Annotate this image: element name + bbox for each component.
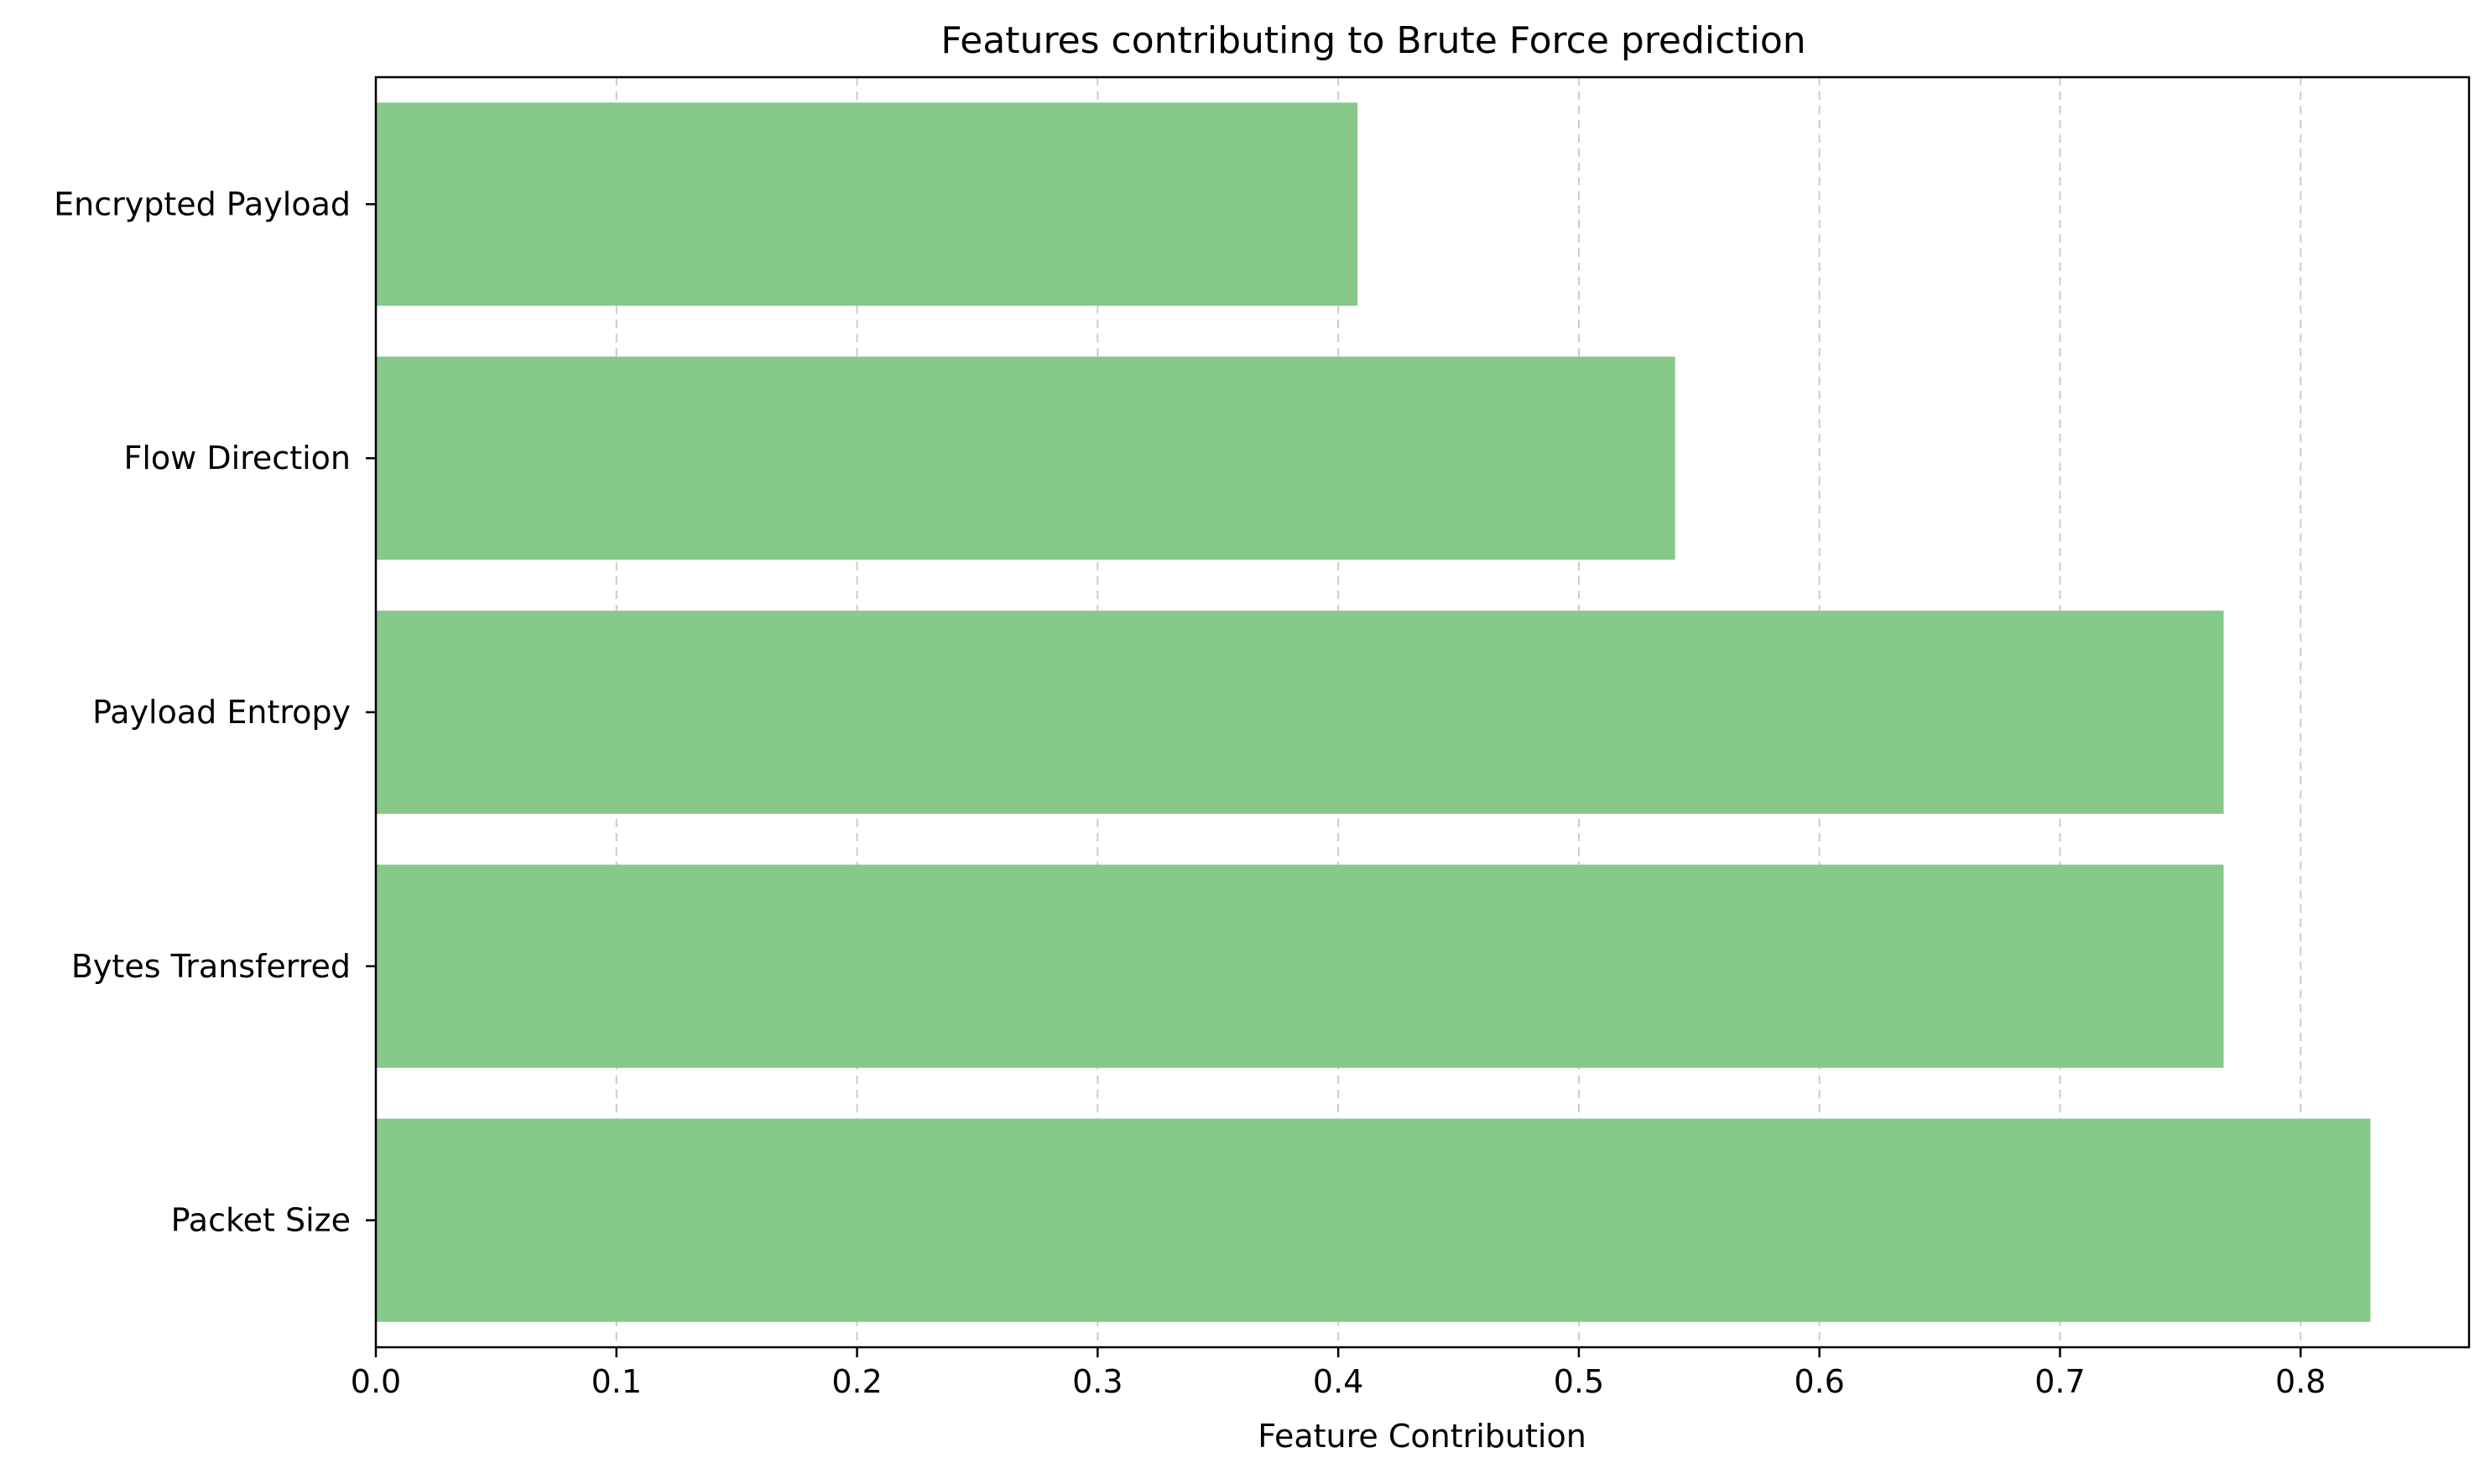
bar <box>376 864 2224 1068</box>
bar <box>376 357 1675 560</box>
x-tick-label: 0.2 <box>831 1363 882 1400</box>
x-tick-label: 0.3 <box>1072 1363 1123 1400</box>
x-tick-label: 0.0 <box>351 1363 401 1400</box>
bar <box>376 610 2224 815</box>
x-axis: 0.0 0.1 0.2 0.3 0.4 0.5 0.6 0.7 0.8 <box>351 1347 2326 1400</box>
bar <box>376 102 1358 306</box>
x-axis-label: Feature Contribution <box>1258 1418 1586 1455</box>
bars <box>376 102 2371 1322</box>
chart-title: Features contributing to Brute Force pre… <box>940 19 1805 62</box>
y-tick-label: Flow Direction <box>124 440 352 476</box>
y-tick-label: Bytes Transferred <box>71 948 351 985</box>
x-tick-label: 0.4 <box>1313 1363 1363 1400</box>
x-tick-label: 0.7 <box>2034 1363 2085 1400</box>
y-tick-label: Payload Entropy <box>92 694 351 731</box>
x-tick-label: 0.1 <box>591 1363 642 1400</box>
x-tick-label: 0.6 <box>1794 1363 1844 1400</box>
y-axis: Encrypted Payload Flow Direction Payload E… <box>54 185 376 1239</box>
x-tick-label: 0.8 <box>2275 1363 2326 1400</box>
x-tick-label: 0.5 <box>1554 1363 1604 1400</box>
y-tick-label: Packet Size <box>171 1202 351 1239</box>
y-tick-label: Encrypted Payload <box>54 185 351 222</box>
bar <box>376 1118 2371 1322</box>
